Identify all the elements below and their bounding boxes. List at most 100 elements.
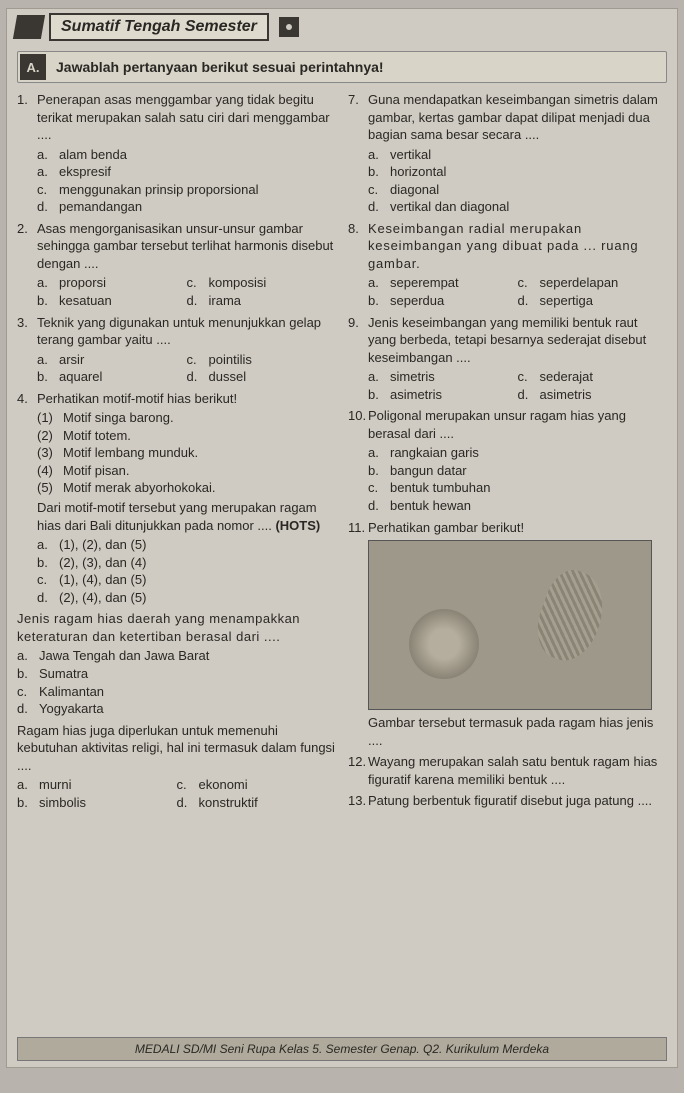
- opt-a: a.: [17, 647, 39, 665]
- q2-a: proporsi: [59, 274, 106, 292]
- q8-d: sepertiga: [540, 292, 593, 310]
- q10-text: Poligonal merupakan unsur ragam hias yan…: [368, 408, 626, 441]
- opt-c: c.: [368, 181, 390, 199]
- q8-a: seperempat: [390, 274, 459, 292]
- q10-num: 10.: [348, 407, 368, 514]
- opt-c: c.: [17, 683, 39, 701]
- question-3: 3. Teknik yang digunakan untuk menunjuk­…: [17, 314, 336, 386]
- opt-b: b.: [37, 292, 59, 310]
- opt-b: b.: [368, 163, 390, 181]
- opt-d: d.: [368, 198, 390, 216]
- page-footer: MEDALI SD/MI Seni Rupa Kelas 5. Semester…: [17, 1037, 667, 1061]
- instruction-text: Jawablah pertanyaan berikut sesuai perin…: [48, 55, 392, 79]
- q9-text: Jenis keseimbangan yang memiliki bentuk …: [368, 315, 646, 365]
- question-9: 9. Jenis keseimbangan yang memiliki bent…: [348, 314, 667, 404]
- q10-b: bangun datar: [390, 462, 467, 480]
- opt-b: b.: [17, 665, 39, 683]
- q4-text: Perhatikan motif-motif hias berikut!: [37, 391, 237, 406]
- q5-b: Sumatra: [39, 665, 88, 683]
- q6-c: ekonomi: [199, 776, 248, 794]
- s4: (4): [37, 462, 63, 480]
- q7-num: 7.: [348, 91, 368, 216]
- banner-decor: [279, 17, 299, 37]
- question-13: 13. Patung berbentuk figuratif disebut j…: [348, 792, 667, 810]
- q2-num: 2.: [17, 220, 37, 310]
- opt-c: c.: [518, 368, 540, 386]
- q11-caption: Gambar tersebut termasuk pada ragam hias…: [368, 715, 653, 748]
- q6-a: murni: [39, 776, 72, 794]
- opt-a: a.: [368, 444, 390, 462]
- q4-num: 4.: [17, 390, 37, 607]
- q5-c: Kalimantan: [39, 683, 104, 701]
- question-11: 11. Perhatikan gambar berikut! Gambar te…: [348, 519, 667, 750]
- q9-num: 9.: [348, 314, 368, 404]
- q4-b: (2), (3), dan (4): [59, 554, 146, 572]
- q3-b: aquarel: [59, 368, 102, 386]
- q2-c: komposisi: [209, 274, 267, 292]
- opt-a: a.: [368, 368, 390, 386]
- s5: (5): [37, 479, 63, 497]
- q3-a: arsir: [59, 351, 84, 369]
- q3-c: pointilis: [209, 351, 252, 369]
- opt-b: b.: [37, 368, 59, 386]
- q6-b: simbolis: [39, 794, 86, 812]
- opt-a: a.: [37, 146, 59, 164]
- opt-d: d.: [17, 700, 39, 718]
- opt-a: a.: [37, 351, 59, 369]
- opt-d: d.: [37, 589, 59, 607]
- q3-d: dussel: [209, 368, 247, 386]
- s5t: Motif merak abyorhokokai.: [63, 479, 215, 497]
- opt-d: d.: [187, 368, 209, 386]
- q7-c: diagonal: [390, 181, 439, 199]
- question-10: 10. Poligonal merupakan unsur ragam hias…: [348, 407, 667, 514]
- opt-c: c.: [37, 181, 59, 199]
- q13-text: Patung berbentuk figuratif disebut juga …: [368, 793, 652, 808]
- q4-a: (1), (2), dan (5): [59, 536, 146, 554]
- opt-b: b.: [37, 554, 59, 572]
- opt-b: b.: [368, 386, 390, 404]
- q7-d: vertikal dan diagonal: [390, 198, 509, 216]
- opt-d: d.: [187, 292, 209, 310]
- q2-text: Asas mengorganisasikan unsur-unsur gamba…: [37, 221, 333, 271]
- s3: (3): [37, 444, 63, 462]
- opt-d: d.: [37, 198, 59, 216]
- q13-num: 13.: [348, 792, 368, 810]
- opt-d: d.: [368, 497, 390, 515]
- instruction-box: A. Jawablah pertanyaan berikut sesuai pe…: [17, 51, 667, 83]
- q9-c: sederajat: [540, 368, 593, 386]
- q6-d: konstruktif: [199, 794, 258, 812]
- question-1: 1. Penerapan asas menggambar yang tidak …: [17, 91, 336, 216]
- section-letter: A.: [20, 54, 46, 80]
- q1-a: alam benda: [59, 146, 127, 164]
- opt-b: b.: [368, 462, 390, 480]
- q5-a: Jawa Tengah dan Jawa Barat: [39, 647, 209, 665]
- left-column: 1. Penerapan asas menggambar yang tidak …: [17, 91, 336, 815]
- q10-d: bentuk hewan: [390, 497, 471, 515]
- opt-a: a.: [37, 274, 59, 292]
- q3-num: 3.: [17, 314, 37, 386]
- opt-c: c.: [187, 274, 209, 292]
- question-6: Ragam hias juga diperlukan untuk memenuh…: [17, 722, 336, 812]
- opt-c: c.: [177, 776, 199, 794]
- q8-c: seperdelapan: [540, 274, 619, 292]
- opt-a: a.: [368, 146, 390, 164]
- q4-c: (1), (4), dan (5): [59, 571, 146, 589]
- q7-b: horizontal: [390, 163, 446, 181]
- banner-icon: [13, 15, 45, 39]
- question-4: 4. Perhatikan motif-motif hias berikut! …: [17, 390, 336, 607]
- opt-d: d.: [518, 292, 540, 310]
- opt-c: c.: [187, 351, 209, 369]
- q10-c: bentuk tumbuhan: [390, 479, 490, 497]
- q9-a: simetris: [390, 368, 435, 386]
- q11-text: Perhatikan gambar berikut!: [368, 520, 524, 535]
- q10-a: rangkaian garis: [390, 444, 479, 462]
- opt-c: c.: [518, 274, 540, 292]
- q5-text: Jenis ragam hias daerah yang menampakkan…: [17, 611, 300, 644]
- opt-c: c.: [368, 479, 390, 497]
- hots: (HOTS): [275, 518, 320, 533]
- q1-b: ekspresif: [59, 163, 111, 181]
- question-8: 8. Keseimbangan radial merupakan keseimb…: [348, 220, 667, 310]
- q7-text: Guna mendapatkan keseimbangan simetris d…: [368, 92, 658, 142]
- q8-b: seperdua: [390, 292, 444, 310]
- question-12: 12. Wayang merupakan salah satu bentuk r…: [348, 753, 667, 788]
